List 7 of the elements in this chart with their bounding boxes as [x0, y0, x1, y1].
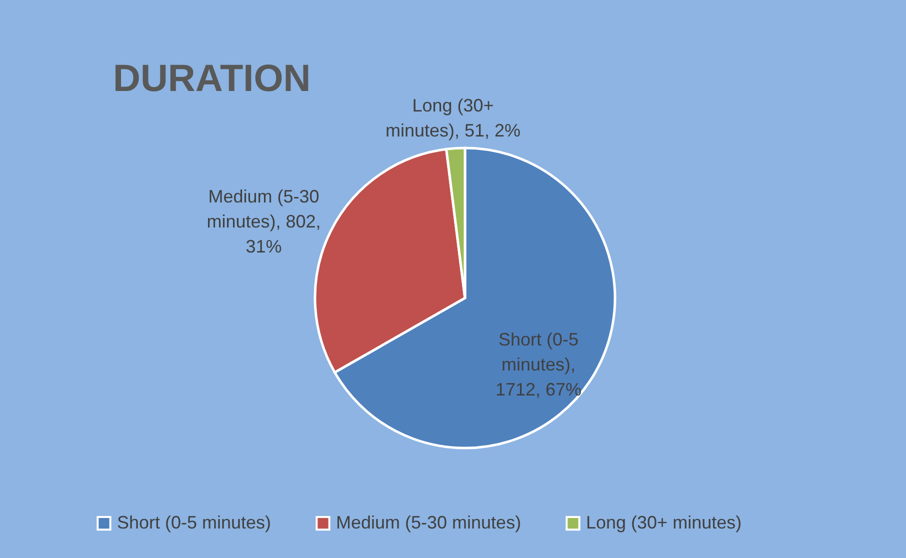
legend-label: Long (30+ minutes): [586, 512, 742, 532]
legend-label: Short (0-5 minutes): [117, 512, 272, 532]
chart-title: DURATION: [113, 58, 311, 100]
data-label: Long (30+ minutes), 51, 2%: [385, 95, 521, 140]
data-label: Short (0-5 minutes), 1712, 67%: [495, 330, 582, 400]
data-label: Medium (5-30 minutes), 802, 31%: [206, 186, 321, 256]
legend-label: Medium (5-30 minutes): [336, 512, 522, 532]
